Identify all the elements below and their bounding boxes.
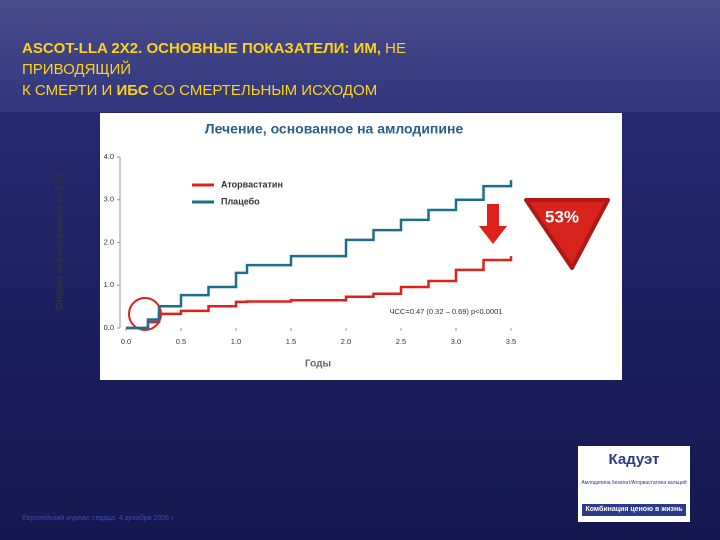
title-segment: НЕ — [385, 40, 406, 57]
x-tick-label: 0.0 — [121, 337, 131, 346]
logo-name: Кадуэт — [578, 446, 690, 480]
x-tick-label: 0.5 — [176, 337, 186, 346]
title-segment: ПРИВОДЯЩИЙ — [22, 61, 132, 78]
x-tick-label: 2.5 — [396, 337, 406, 346]
title-segment: ИБС — [116, 82, 149, 99]
logo: Кадуэт Амлодипина безилат/Аторвастатина … — [578, 446, 690, 522]
title-line: К СМЕРТИ И ИБС СО СМЕРТЕЛЬНЫМ ИСХОДОМ — [22, 80, 406, 101]
arrow — [479, 204, 507, 244]
title-segment: К СМЕРТИ И — [22, 82, 113, 99]
footnote: Европейский журнал сердца, 4 декабря 200… — [22, 515, 175, 522]
legend-label: Аторвастатин — [221, 179, 283, 189]
chart-title: Лечение, основанное на амлодипине — [205, 121, 464, 137]
title-line: ПРИВОДЯЩИЙ — [22, 59, 406, 80]
x-tick-label: 1.0 — [231, 337, 241, 346]
title-line: ASCOT-LLA 2X2. ОСНОВНЫЕ ПОКАЗАТЕЛИ: ИМ, … — [22, 38, 406, 59]
x-tick-label: 2.0 — [341, 337, 351, 346]
header-band — [0, 0, 720, 112]
data-line — [126, 180, 513, 330]
x-tick-label: 3.0 — [451, 337, 461, 346]
annotation: ЧСС=0.47 (0.32 – 0.69) p<0.0001 — [390, 307, 503, 316]
title-segment: СО СМЕРТЕЛЬНЫМ ИСХОДОМ — [152, 82, 378, 99]
y-tick-label: 0.0 — [104, 323, 114, 332]
y-tick-label: 3.0 — [104, 195, 114, 204]
x-axis-label: Годы — [305, 359, 331, 370]
y-tick-label: 4.0 — [104, 152, 114, 161]
x-tick-label: 1.5 — [286, 337, 296, 346]
data-line — [126, 256, 513, 330]
chart-panel — [100, 113, 622, 380]
x-tick-label: 3.5 — [506, 337, 516, 346]
reduction-label: 53% — [545, 207, 579, 226]
legend-label: Плацебо — [221, 196, 260, 206]
logo-subtitle: Амлодипина безилат/Аторвастатина кальций — [581, 480, 687, 486]
slide-title: ASCOT-LLA 2X2. ОСНОВНЫЕ ПОКАЗАТЕЛИ: ИМ, … — [22, 38, 406, 101]
y-axis-label: Общая заболеваемость (%) — [54, 174, 66, 310]
title-segment: ASCOT-LLA 2X2. ОСНОВНЫЕ ПОКАЗАТЕЛИ: ИМ, — [22, 40, 381, 57]
reduction-badge — [524, 198, 610, 270]
logo-slogan: Комбинация ценою в жизнь — [582, 504, 686, 516]
y-tick-label: 1.0 — [104, 280, 114, 289]
y-tick-label: 2.0 — [104, 237, 114, 246]
